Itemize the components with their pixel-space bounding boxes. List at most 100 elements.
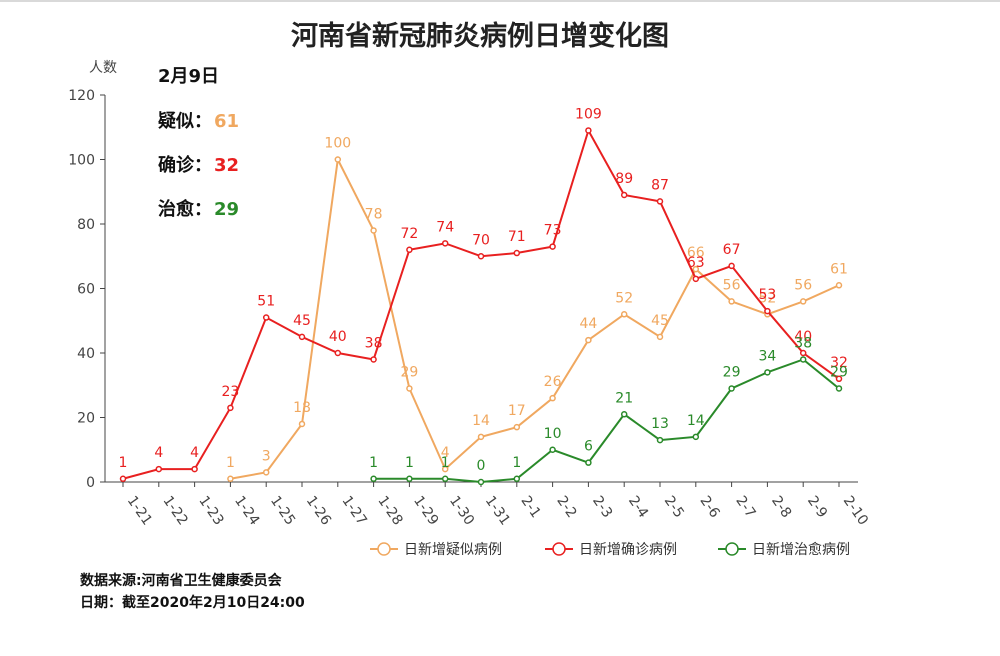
data-label: 61 bbox=[830, 261, 848, 277]
y-tick-label: 60 bbox=[77, 282, 95, 298]
data-point bbox=[835, 385, 843, 392]
data-label: 44 bbox=[579, 316, 597, 332]
data-label: 66 bbox=[687, 245, 705, 261]
x-tick-label: 2-1 bbox=[518, 493, 544, 521]
data-label: 78 bbox=[365, 206, 383, 222]
x-tick-label: 1-26 bbox=[303, 493, 334, 528]
data-point bbox=[549, 446, 556, 453]
data-label: 29 bbox=[400, 364, 418, 380]
data-label: 89 bbox=[615, 171, 633, 187]
x-tick-label: 1-29 bbox=[410, 493, 441, 528]
data-label: 38 bbox=[794, 335, 812, 351]
info-confirmed: 确诊： 32 bbox=[158, 151, 239, 177]
data-point bbox=[155, 465, 163, 473]
x-tick-label: 1-27 bbox=[339, 493, 370, 528]
data-point bbox=[692, 265, 700, 273]
data-label: 67 bbox=[723, 242, 741, 258]
data-label: 45 bbox=[651, 313, 669, 329]
info-date: 2月9日 bbox=[158, 66, 220, 87]
x-tick-label: 1-25 bbox=[267, 493, 298, 528]
data-point bbox=[119, 475, 127, 483]
data-label: 40 bbox=[794, 329, 812, 345]
data-label: 53 bbox=[758, 287, 776, 303]
data-point bbox=[441, 475, 449, 483]
data-point bbox=[513, 249, 521, 257]
data-label: 10 bbox=[544, 426, 562, 442]
data-label: 17 bbox=[508, 403, 526, 419]
data-point bbox=[728, 298, 735, 305]
legend-label: 日新增治愈病例 bbox=[752, 542, 850, 558]
data-point bbox=[692, 275, 700, 283]
data-point bbox=[227, 404, 234, 412]
data-point bbox=[549, 394, 556, 402]
data-label: 87 bbox=[651, 177, 669, 193]
series-line bbox=[230, 156, 840, 480]
data-point bbox=[370, 227, 377, 234]
footer-date: 日期：截至2020年2月10日24:00 bbox=[80, 595, 305, 611]
y-tick-label: 0 bbox=[86, 475, 95, 491]
data-point bbox=[513, 423, 521, 431]
legend-label: 日新增确诊病例 bbox=[579, 542, 677, 558]
data-point bbox=[764, 307, 771, 315]
series-line bbox=[373, 358, 840, 484]
data-label: 14 bbox=[687, 413, 705, 429]
data-label: 73 bbox=[544, 223, 562, 239]
data-label: 56 bbox=[723, 277, 741, 293]
data-label: 1 bbox=[119, 455, 128, 471]
data-label: 1 bbox=[441, 455, 450, 471]
data-point bbox=[370, 356, 377, 363]
data-point bbox=[298, 420, 306, 428]
data-point bbox=[406, 246, 413, 254]
data-label: 0 bbox=[477, 458, 486, 474]
data-label: 1 bbox=[369, 455, 378, 471]
y-tick-label: 100 bbox=[68, 153, 95, 169]
data-label: 52 bbox=[615, 290, 633, 306]
y-tick-label: 20 bbox=[77, 411, 95, 427]
data-point bbox=[406, 385, 413, 392]
data-label: 23 bbox=[221, 384, 239, 400]
data-label: 38 bbox=[365, 335, 383, 351]
y-tick-label: 120 bbox=[68, 88, 95, 104]
x-tick-label: 1-23 bbox=[195, 493, 226, 528]
data-point bbox=[728, 385, 735, 392]
x-tick-label: 2-9 bbox=[804, 493, 830, 521]
x-tick-label: 1-22 bbox=[160, 493, 191, 528]
data-label: 72 bbox=[400, 226, 418, 242]
x-tick-label: 2-5 bbox=[661, 493, 687, 521]
data-point bbox=[227, 475, 234, 483]
data-point bbox=[799, 349, 807, 357]
data-point bbox=[334, 349, 342, 357]
data-label: 32 bbox=[830, 355, 848, 371]
x-tick-label: 1-21 bbox=[124, 493, 155, 528]
data-point bbox=[477, 478, 485, 486]
data-point bbox=[799, 356, 807, 363]
data-point bbox=[692, 433, 700, 441]
info-cured-value: 29 bbox=[214, 199, 240, 220]
data-point bbox=[191, 465, 198, 473]
data-point bbox=[585, 459, 592, 466]
data-label: 4 bbox=[441, 445, 450, 461]
data-point bbox=[406, 475, 413, 483]
data-point bbox=[441, 240, 449, 247]
x-tick-label: 2-10 bbox=[840, 493, 871, 528]
footer-source: 数据来源:河南省卫生健康委员会 bbox=[80, 573, 282, 589]
data-point bbox=[656, 436, 664, 444]
x-tick-label: 1-24 bbox=[231, 493, 262, 528]
data-point bbox=[262, 469, 270, 476]
legend-marker bbox=[725, 542, 739, 556]
data-label: 4 bbox=[190, 445, 199, 461]
data-point bbox=[585, 127, 592, 134]
x-tick-label: 2-2 bbox=[553, 493, 579, 521]
data-point bbox=[298, 333, 306, 341]
data-label: 3 bbox=[262, 448, 271, 464]
data-label: 1 bbox=[405, 455, 414, 471]
x-tick-label: 1-28 bbox=[374, 493, 405, 528]
data-point bbox=[620, 311, 628, 318]
x-tick-label: 2-7 bbox=[732, 493, 758, 521]
x-tick-label: 2-8 bbox=[768, 493, 794, 521]
data-point bbox=[835, 282, 843, 289]
data-point bbox=[334, 156, 342, 163]
